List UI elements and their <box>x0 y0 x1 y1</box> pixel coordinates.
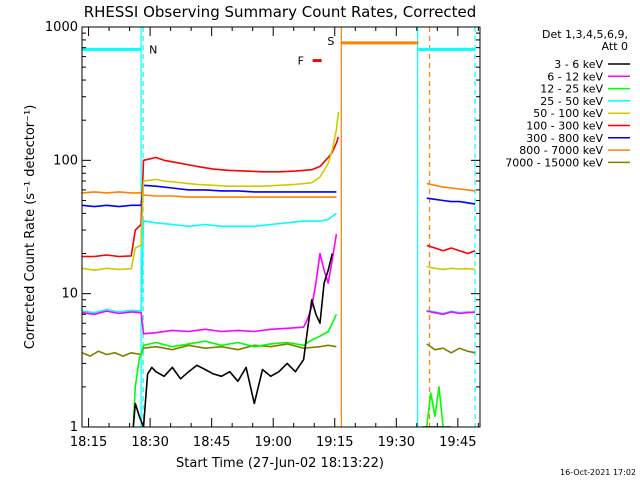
series-line <box>426 197 476 205</box>
plot-frame <box>81 26 481 428</box>
legend-label: 7000 - 15000 keV <box>505 156 603 169</box>
label-saa: S <box>327 35 334 48</box>
series-line <box>426 265 476 271</box>
series-line <box>426 343 476 354</box>
legend-label: 12 - 25 keV <box>540 83 603 96</box>
series-line <box>132 313 338 427</box>
x-axis: 18:15 18:30 18:45 19:00 19:15 19:30 19:45 <box>70 27 479 450</box>
y-tick-label: 1 <box>70 420 78 435</box>
x-tick-label: 18:30 <box>131 435 168 450</box>
series-line <box>82 191 337 198</box>
series-line <box>426 182 476 192</box>
x-tick-label: 19:00 <box>254 435 291 450</box>
series-line <box>82 184 337 208</box>
legend-label: 800 - 7000 keV <box>519 144 603 157</box>
plot-clip-group <box>82 27 476 427</box>
legend-label: 300 - 800 keV <box>526 132 603 145</box>
y-tick-label: 10 <box>61 287 78 302</box>
series-line <box>82 212 337 314</box>
legend-label: 100 - 300 keV <box>526 120 603 133</box>
x-tick-label: 19:30 <box>378 435 415 450</box>
series-line <box>82 136 340 258</box>
x-tick-label: 19:15 <box>316 435 353 450</box>
render-timestamp: 16-Oct-2021 17:02 <box>560 468 636 477</box>
y-tick-label: 100 <box>53 153 78 168</box>
series-line <box>425 386 444 427</box>
chart-title: RHESSI Observing Summary Count Rates, Co… <box>84 3 477 21</box>
legend-label: 6 - 12 keV <box>547 70 603 83</box>
x-tick-label: 19:45 <box>439 435 476 450</box>
series-line <box>82 112 340 272</box>
legend-label: 50 - 100 keV <box>533 107 603 120</box>
series-line <box>82 233 338 335</box>
x-axis-label: Start Time (27-Jun-02 18:13:22) <box>176 456 384 471</box>
x-tick-label: 18:15 <box>70 435 107 450</box>
x-tick-label: 18:45 <box>193 435 230 450</box>
plot-area: N F S <box>82 27 476 427</box>
y-axis: 1 10 100 1000 <box>45 20 480 435</box>
series-line <box>426 244 476 255</box>
label-night: N <box>149 43 157 56</box>
legend-header: Att 0 <box>602 40 628 53</box>
legend-header: Det 1,3,4,5,6,9, <box>542 28 628 41</box>
series-line <box>426 310 476 316</box>
legend-label: 25 - 50 keV <box>540 95 603 108</box>
y-tick-label: 1000 <box>45 20 78 35</box>
label-flare: F <box>298 55 304 68</box>
y-axis-label: Corrected Count Rate (s⁻¹ detector⁻¹) <box>23 105 38 350</box>
series-line <box>132 253 334 427</box>
legend-label: 3 - 6 keV <box>554 58 603 71</box>
series-line <box>82 343 337 357</box>
